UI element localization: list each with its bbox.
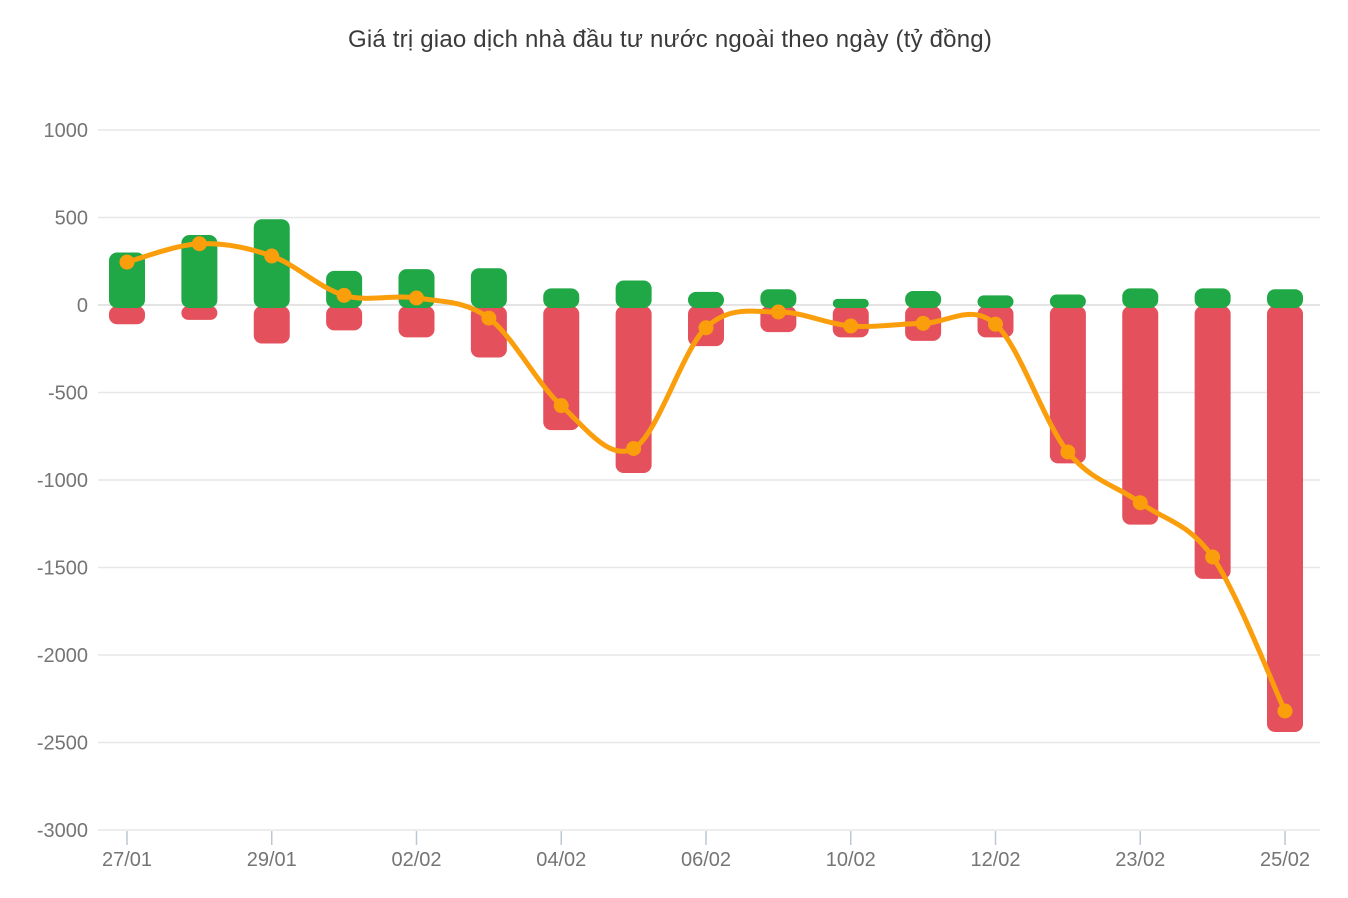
net-point[interactable] bbox=[119, 254, 135, 270]
x-axis-label: 04/02 bbox=[536, 849, 586, 871]
buy-bar[interactable] bbox=[109, 252, 145, 309]
y-axis-label: 500 bbox=[55, 208, 88, 230]
buy-bar[interactable] bbox=[470, 268, 507, 308]
buy-bar[interactable] bbox=[760, 289, 797, 308]
x-axis-label: 27/01 bbox=[102, 849, 152, 871]
y-axis-label: -1000 bbox=[37, 470, 88, 492]
y-axis-label: 0 bbox=[77, 295, 88, 317]
y-axis-label: 1000 bbox=[44, 120, 89, 142]
buy-bar[interactable] bbox=[615, 280, 652, 309]
x-axis-label: 02/02 bbox=[391, 849, 441, 871]
net-point[interactable] bbox=[843, 318, 859, 334]
net-point[interactable] bbox=[1132, 495, 1148, 511]
net-point[interactable] bbox=[1205, 549, 1221, 565]
sell-bar[interactable] bbox=[326, 306, 363, 331]
net-point[interactable] bbox=[409, 290, 424, 306]
net-point[interactable] bbox=[481, 310, 497, 326]
buy-bar[interactable] bbox=[253, 219, 290, 308]
net-point[interactable] bbox=[626, 441, 642, 456]
y-axis-label: -500 bbox=[48, 383, 88, 405]
net-point[interactable] bbox=[1277, 703, 1293, 719]
buy-bar[interactable] bbox=[1122, 288, 1159, 308]
net-point[interactable] bbox=[553, 398, 569, 414]
buy-bar[interactable] bbox=[688, 291, 724, 308]
sell-bar[interactable] bbox=[253, 306, 290, 344]
buy-bar[interactable] bbox=[832, 298, 869, 308]
net-point[interactable] bbox=[770, 304, 786, 320]
sell-bar[interactable] bbox=[1122, 306, 1159, 525]
x-axis-label: 25/02 bbox=[1260, 849, 1310, 871]
net-point[interactable] bbox=[698, 320, 714, 336]
sell-bar[interactable] bbox=[181, 306, 218, 320]
buy-bar[interactable] bbox=[977, 295, 1014, 308]
x-axis-label: 29/01 bbox=[247, 849, 297, 871]
x-axis-label: 12/02 bbox=[970, 849, 1020, 871]
sell-bar[interactable] bbox=[398, 306, 435, 338]
net-point[interactable] bbox=[915, 315, 931, 331]
y-axis-label: -2500 bbox=[37, 733, 88, 755]
buy-bar[interactable] bbox=[1194, 288, 1231, 308]
sell-bar[interactable] bbox=[1194, 306, 1231, 579]
chart-title: Giá trị giao dịch nhà đầu tư nước ngoài … bbox=[347, 26, 993, 53]
sell-bar[interactable] bbox=[109, 306, 145, 325]
buy-bar[interactable] bbox=[543, 288, 580, 308]
y-axis-label: -3000 bbox=[37, 820, 88, 842]
net-point[interactable] bbox=[264, 248, 280, 264]
buy-bar[interactable] bbox=[905, 291, 942, 308]
sell-bar[interactable] bbox=[470, 306, 507, 358]
buy-bar[interactable] bbox=[181, 235, 218, 308]
buy-bar[interactable] bbox=[1049, 294, 1086, 309]
sell-bar[interactable] bbox=[615, 306, 652, 473]
sell-bar[interactable] bbox=[1267, 306, 1303, 732]
x-axis-label: 10/02 bbox=[826, 849, 876, 871]
net-point[interactable] bbox=[988, 316, 1003, 332]
net-point[interactable] bbox=[336, 287, 352, 303]
y-axis-label: -2000 bbox=[37, 645, 88, 667]
sell-bar[interactable] bbox=[1049, 306, 1086, 464]
net-point[interactable] bbox=[1060, 444, 1076, 460]
x-axis-label: 23/02 bbox=[1115, 849, 1165, 871]
buy-bar[interactable] bbox=[1267, 289, 1303, 308]
x-axis-label: 06/02 bbox=[681, 849, 731, 871]
net-point[interactable] bbox=[191, 236, 207, 252]
y-axis-label: -1500 bbox=[37, 558, 88, 580]
